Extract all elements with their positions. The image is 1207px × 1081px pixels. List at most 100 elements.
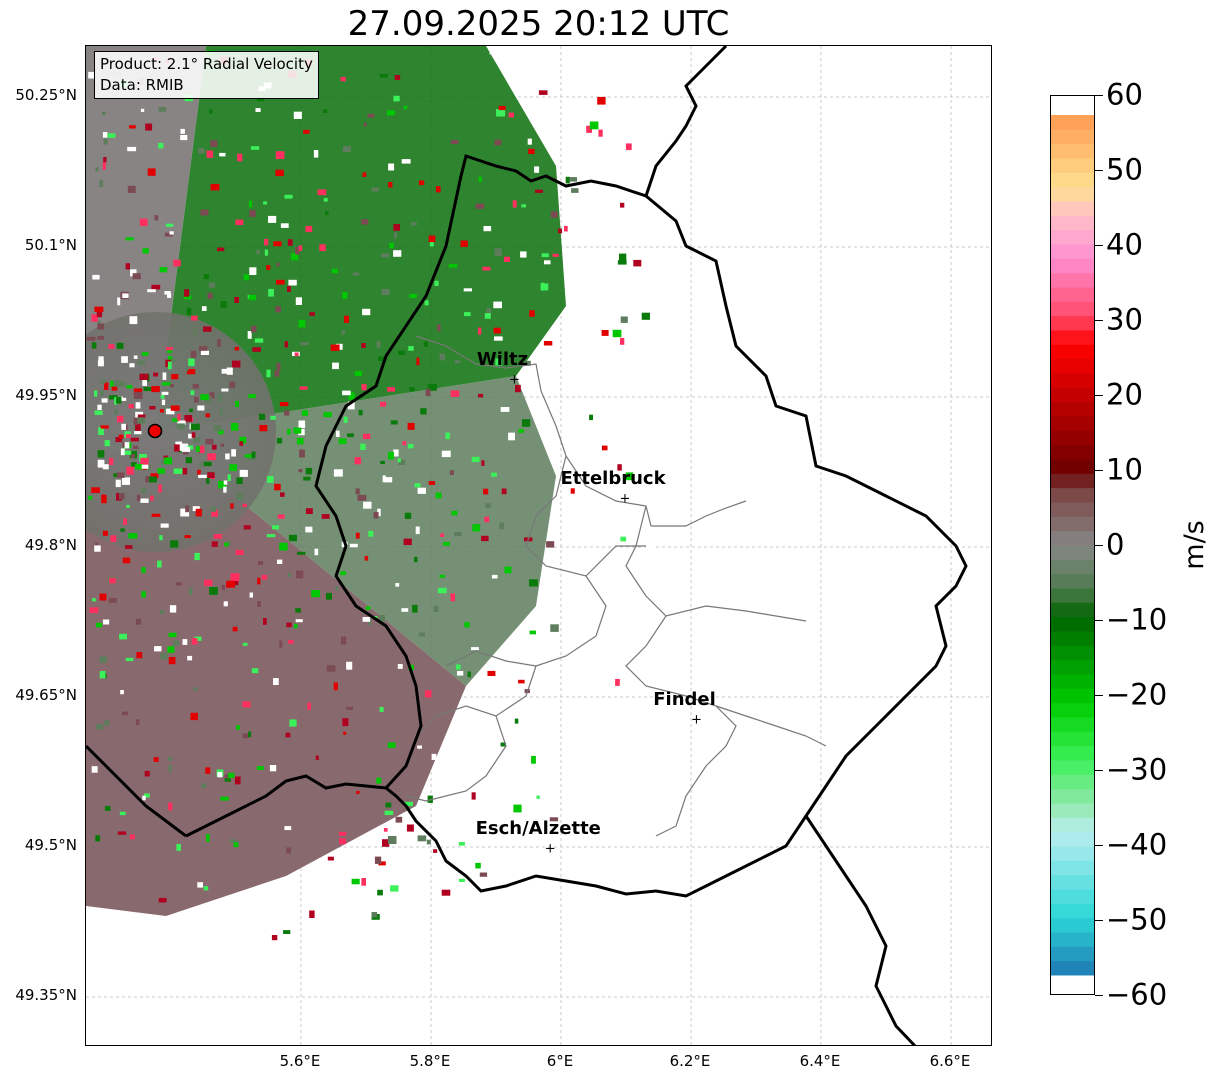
echo-pixel xyxy=(285,732,291,738)
echo-pixel xyxy=(167,646,175,653)
echo-pixel xyxy=(118,381,126,387)
echo-pixel xyxy=(195,446,202,452)
echo-pixel xyxy=(99,656,107,663)
echo-pixel xyxy=(295,608,301,613)
echo-pixel xyxy=(388,451,394,460)
colorbar-unit-label: m/s xyxy=(1179,520,1207,570)
echo-pixel xyxy=(529,310,535,317)
colorbar-segment xyxy=(1051,315,1094,331)
echo-pixel xyxy=(243,525,251,530)
echo-pixel xyxy=(295,297,302,305)
echo-pixel xyxy=(190,350,197,358)
echo-pixel xyxy=(113,380,122,387)
echo-pixel xyxy=(313,150,319,158)
echo-pixel xyxy=(120,528,125,532)
echo-pixel xyxy=(143,387,152,391)
echo-pixel xyxy=(266,265,271,270)
echo-pixel xyxy=(161,391,169,395)
latitude-tick-label: 49.95°N xyxy=(15,386,77,404)
echo-pixel xyxy=(340,76,346,82)
echo-pixel xyxy=(403,105,408,110)
colorbar-tick-label: 40 xyxy=(1106,227,1143,262)
echo-pixel xyxy=(187,655,193,661)
echo-pixel xyxy=(180,135,188,141)
echo-pixel xyxy=(150,473,159,479)
echo-pixel xyxy=(409,294,417,298)
echo-pixel xyxy=(284,826,292,831)
echo-pixel xyxy=(494,139,502,146)
echo-pixel xyxy=(298,245,303,251)
echo-pixel xyxy=(206,478,210,484)
echo-pixel xyxy=(108,458,114,465)
echo-pixel xyxy=(221,388,229,392)
echo-pixel xyxy=(361,219,369,225)
echo-pixel xyxy=(226,580,235,588)
colorbar-segment xyxy=(1051,932,1094,947)
echo-pixel xyxy=(504,566,512,574)
echo-pixel xyxy=(317,189,327,196)
echo-pixel xyxy=(257,577,261,585)
echo-pixel xyxy=(440,533,444,537)
echo-pixel xyxy=(464,622,470,628)
echo-pixel xyxy=(302,410,308,416)
echo-pixel xyxy=(441,889,451,896)
echo-pixel xyxy=(243,274,249,281)
echo-pixel xyxy=(233,842,239,848)
colorbar-segment xyxy=(1051,401,1094,417)
echo-pixel xyxy=(95,542,99,547)
colorbar-tick-mark xyxy=(1095,470,1103,471)
colorbar-segment xyxy=(1051,201,1094,216)
echo-pixel xyxy=(158,897,167,903)
colorbar-tick-label: 10 xyxy=(1106,452,1143,487)
echo-pixel xyxy=(280,492,285,497)
latitude-tick-label: 49.65°N xyxy=(15,686,77,704)
echo-pixel xyxy=(463,288,472,292)
echo-pixel xyxy=(180,128,185,134)
echo-pixel xyxy=(495,358,502,366)
echo-pixel xyxy=(326,665,336,672)
echo-pixel xyxy=(217,772,223,778)
echo-pixel xyxy=(388,163,395,171)
echo-pixel xyxy=(402,441,407,446)
echo-pixel xyxy=(165,408,175,415)
echo-pixel xyxy=(199,462,203,468)
colorbar-segment xyxy=(1051,115,1094,130)
echo-pixel xyxy=(185,367,189,372)
echo-pixel xyxy=(347,433,354,438)
echo-pixel xyxy=(362,617,371,622)
echo-pixel xyxy=(417,487,426,494)
echo-pixel xyxy=(471,456,480,462)
echo-pixel xyxy=(373,512,379,519)
echo-pixel xyxy=(287,286,291,292)
echo-pixel xyxy=(137,417,145,424)
echo-pixel xyxy=(481,460,485,466)
echo-pixel xyxy=(203,461,212,467)
echo-pixel xyxy=(363,122,367,127)
echo-pixel xyxy=(203,886,209,891)
city-label: Wiltz xyxy=(476,349,529,370)
echo-pixel xyxy=(439,353,445,361)
echo-pixel xyxy=(356,790,360,794)
echo-pixel xyxy=(363,501,372,509)
echo-pixel xyxy=(135,719,140,726)
echo-pixel xyxy=(379,73,388,78)
echo-pixel xyxy=(226,367,233,375)
echo-pixel xyxy=(323,412,332,418)
echo-pixel xyxy=(382,839,390,847)
echo-pixel xyxy=(125,263,130,270)
echo-pixel xyxy=(235,549,244,555)
echo-pixel xyxy=(117,415,124,423)
echo-pixel xyxy=(167,292,172,298)
echo-pixel xyxy=(348,392,355,401)
echo-pixel xyxy=(193,909,199,915)
echo-pixel xyxy=(91,342,97,349)
echo-pixel xyxy=(493,301,502,309)
echo-pixel xyxy=(295,246,300,255)
echo-pixel xyxy=(230,422,239,431)
echo-pixel xyxy=(621,732,629,736)
echo-pixel xyxy=(115,437,123,443)
echo-pixel xyxy=(186,307,192,315)
echo-pixel xyxy=(188,433,194,439)
echo-pixel xyxy=(393,95,400,102)
echo-pixel xyxy=(564,225,568,232)
